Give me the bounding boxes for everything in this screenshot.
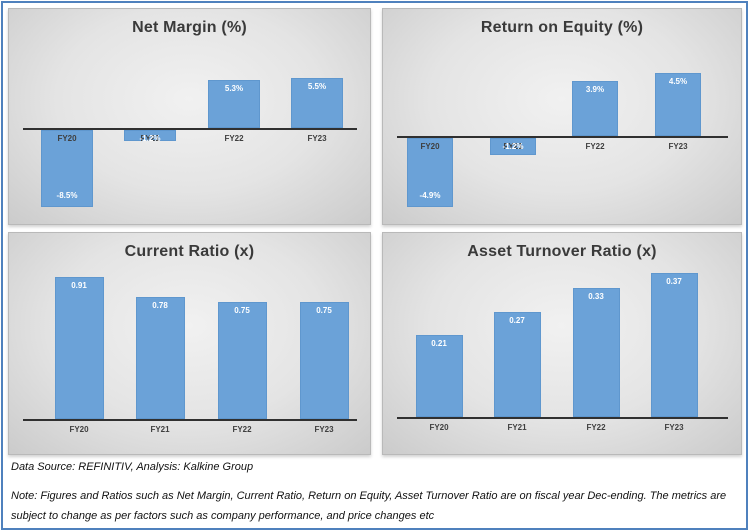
asset-turnover-chart: Asset Turnover Ratio (x) FY20 FY21 FY22 FY2… — [382, 232, 742, 455]
bar-fy21 — [124, 130, 176, 141]
bar-fy21 — [135, 297, 185, 419]
value-label-fy23: 0.75 — [316, 306, 332, 315]
category-label-fy21: FY21 — [140, 134, 160, 143]
category-label-fy20: FY20 — [429, 423, 449, 432]
category-label-fy23: FY23 — [314, 425, 334, 434]
category-label-fy22: FY22 — [585, 142, 605, 151]
bar-fy22 — [208, 79, 260, 128]
bar-fy23 — [655, 73, 701, 136]
plot-area-net-margin: FY20 FY21 FY22 FY23 -8.5% -1.2% 5.3% 5.5% — [9, 9, 370, 224]
return-on-equity-chart: Return on Equity (%) FY20 FY21 FY22 FY23 -4.… — [382, 8, 742, 225]
bar-fy22 — [217, 302, 267, 419]
value-label-fy20: 0.21 — [431, 339, 447, 349]
value-label-fy21: 0.27 — [509, 315, 525, 325]
bar-fy21 — [490, 138, 536, 155]
data-source-line: Data Source: REFINITIV, Analysis: Kalkin… — [11, 461, 254, 473]
chart-title-current-ratio: Current Ratio (x) — [124, 243, 255, 260]
category-label-fy23: FY23 — [307, 134, 327, 143]
bar-fy20 — [54, 277, 104, 419]
category-label-fy21: FY21 — [507, 423, 527, 432]
category-label-fy23: FY23 — [664, 423, 684, 432]
plot-area-asset-turnover: FY20 FY21 FY22 FY23 0.21 0.27 0.33 0.37 — [383, 233, 741, 454]
plot-area-return-on-equity: FY20 FY21 FY22 FY23 -4.9% -1.2% 3.9% 4.5% — [383, 9, 741, 224]
x-axis-line — [397, 136, 728, 138]
bar-fy23 — [299, 302, 349, 419]
category-label-fy23: FY23 — [668, 142, 688, 151]
category-label-fy21: FY21 — [150, 425, 170, 434]
plot-area-current-ratio: FY20 FY21 FY22 FY23 0.91 0.78 0.75 0.75 — [9, 233, 370, 454]
value-label-fy20: -8.5% — [56, 191, 78, 201]
category-label-fy20: FY20 — [69, 425, 89, 434]
value-label-fy21: -1.2% — [502, 142, 524, 151]
value-label-fy23: 5.5% — [307, 81, 327, 91]
bar-fy20 — [415, 335, 463, 417]
footnote-line: Note: Figures and Ratios such as Net Mar… — [11, 490, 727, 523]
x-axis-line — [397, 417, 728, 419]
value-label-fy23: 4.5% — [668, 77, 688, 86]
bar-fy23 — [291, 77, 343, 128]
value-label-fy20: 0.91 — [71, 281, 87, 291]
category-label-fy22: FY22 — [224, 134, 244, 143]
value-label-fy22: 0.75 — [234, 306, 250, 315]
chart-title-return-on-equity: Return on Equity (%) — [480, 19, 644, 36]
current-ratio-chart: Current Ratio (x) FY20 FY21 FY22 FY23 0.91 0.… — [8, 232, 371, 455]
category-label-fy22: FY22 — [232, 425, 252, 434]
chart-title-net-margin: Net Margin (%) — [132, 19, 247, 36]
value-label-fy23: 0.37 — [666, 276, 682, 286]
category-label-fy21: FY21 — [503, 142, 523, 151]
bar-fy20 — [41, 130, 93, 208]
category-label-fy22: FY22 — [586, 423, 606, 432]
bar-fy21 — [493, 311, 541, 417]
value-label-fy21: -1.2% — [139, 134, 161, 143]
category-label-fy20: FY20 — [420, 142, 440, 151]
x-axis-line — [23, 128, 357, 130]
value-label-fy20: -4.9% — [419, 190, 441, 200]
value-label-fy22: 0.33 — [588, 292, 604, 302]
value-label-fy22: 3.9% — [585, 85, 605, 95]
value-label-fy21: 0.78 — [152, 301, 168, 311]
bar-fy22 — [572, 81, 618, 136]
category-label-fy20: FY20 — [57, 134, 77, 143]
bar-fy23 — [650, 272, 698, 417]
net-margin-chart: Net Margin (%) FY20 FY21 FY22 FY23 -8.5% -1.2… — [8, 8, 371, 225]
bar-fy20 — [407, 138, 453, 207]
x-axis-line — [23, 419, 357, 421]
bar-fy22 — [572, 288, 620, 417]
chart-title-asset-turnover: Asset Turnover Ratio (x) — [467, 243, 657, 260]
value-label-fy22: 5.3% — [224, 83, 244, 93]
